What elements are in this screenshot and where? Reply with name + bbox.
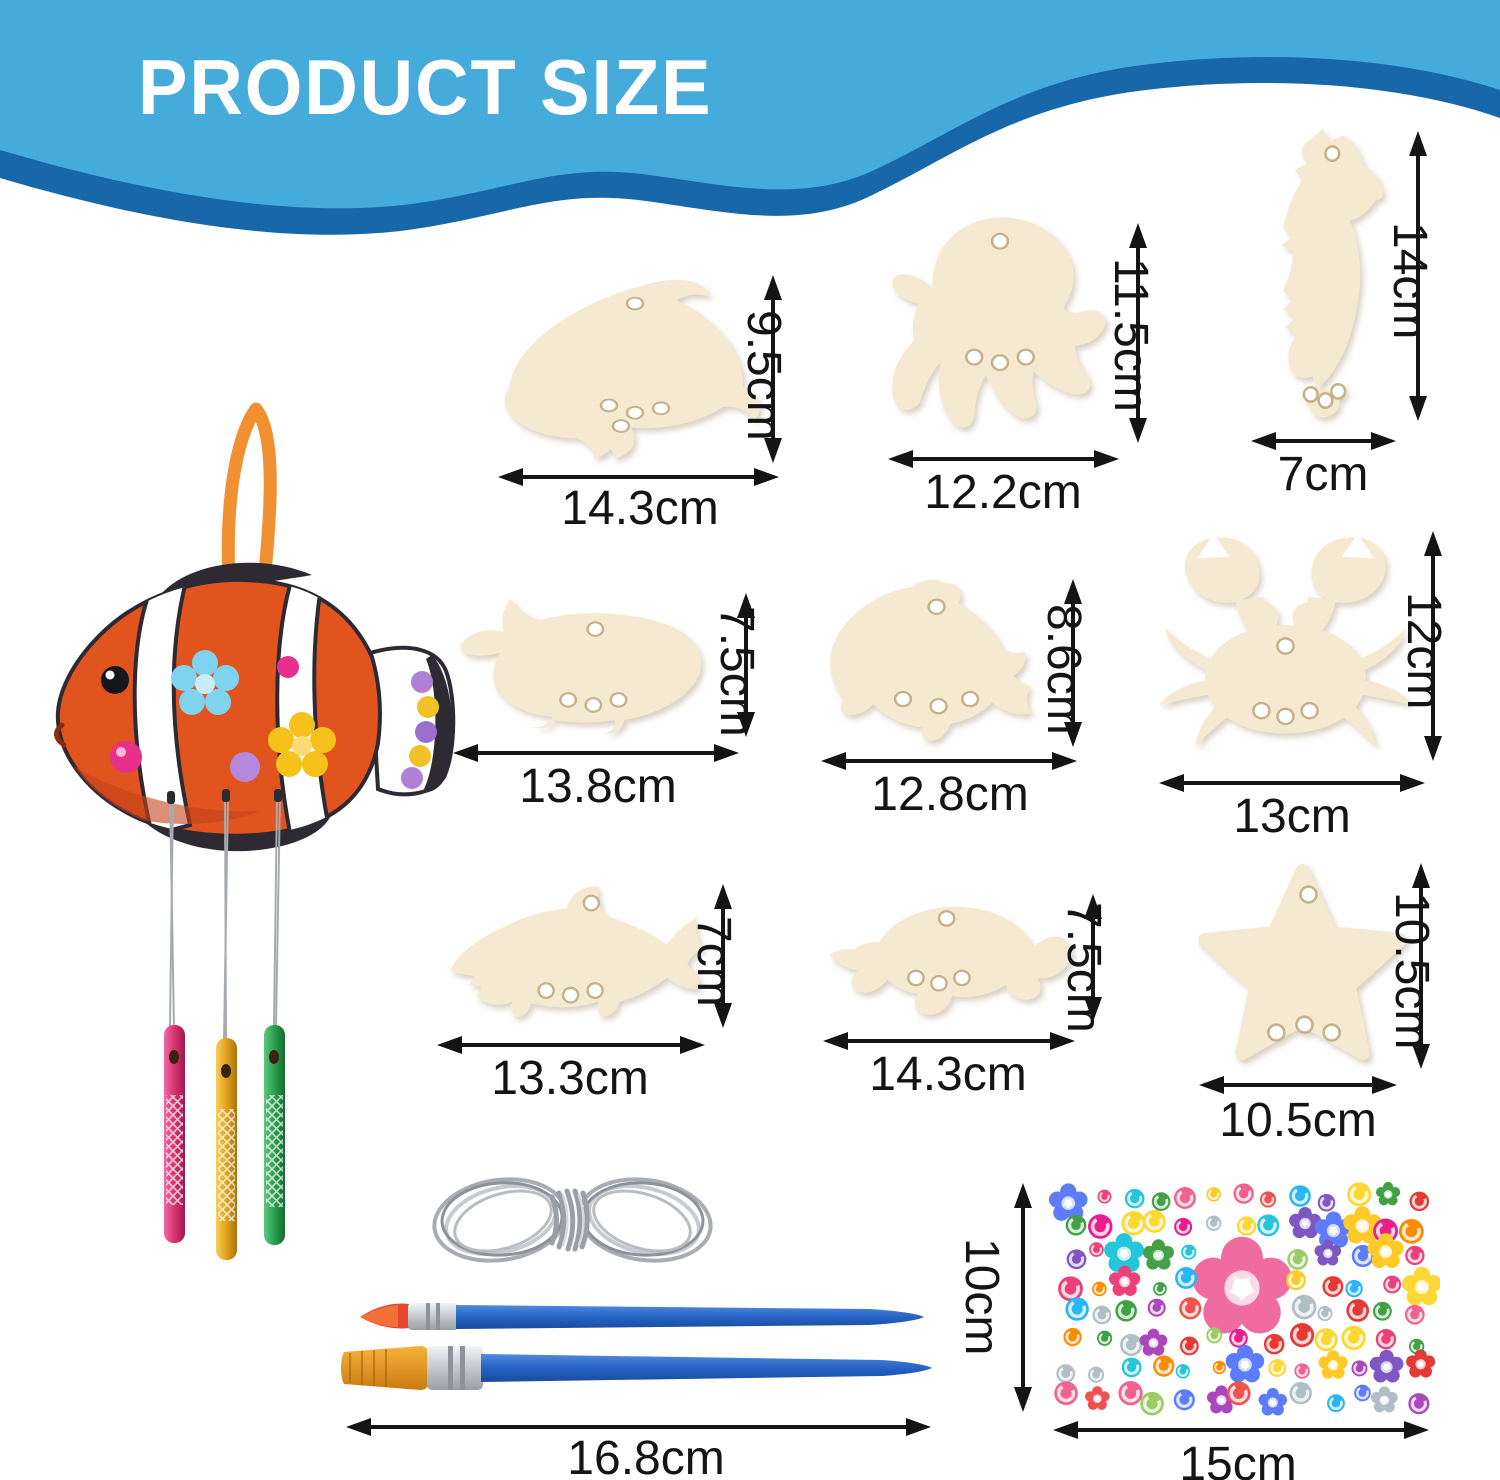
star-height-label: 10.5cm [1385, 892, 1438, 1050]
crab-height-arrow [1420, 530, 1446, 762]
turtle-height-label: 7.5cm [1057, 902, 1110, 1033]
seahorse-height-arrow [1405, 130, 1431, 422]
turtle-width-arrow [822, 1028, 1076, 1054]
turtle-width-label: 14.3cm [869, 1048, 1027, 1101]
silver-cord [432, 1177, 713, 1263]
seahorse-shape [1281, 129, 1384, 418]
chime-strings [169, 794, 281, 1041]
brushes-length-arrow [345, 1414, 932, 1440]
turtle-height-arrow [1080, 893, 1106, 1023]
crab-shape [1159, 533, 1412, 747]
octopus-height-label: 11.5cm [1104, 258, 1157, 412]
fish-width-label: 12.8cm [871, 768, 1029, 821]
brush-flat [341, 1346, 932, 1390]
gem-sheet-height-arrow [1010, 1182, 1036, 1413]
clownfish-windchime-sample [54, 402, 456, 1260]
star-width-label: 10.5cm [1219, 1094, 1377, 1147]
chime-tube-green [264, 1025, 285, 1245]
clownfish-tail [367, 645, 456, 797]
gem-purple [230, 752, 260, 782]
wave-banner [0, 0, 1500, 235]
star-width-arrow [1198, 1072, 1398, 1098]
paint-brushes [341, 1303, 932, 1390]
crab-width-arrow [1158, 770, 1426, 796]
brush-round [360, 1303, 924, 1330]
crab-height-label: 12cm [1397, 592, 1450, 710]
dolphin-shape [504, 279, 760, 459]
page-title: PRODUCT SIZE [138, 43, 713, 131]
whale-height-arrow [733, 592, 759, 738]
clownfish-bottom-fin [138, 813, 332, 852]
shark-width-arrow [436, 1032, 706, 1058]
clownfish-gems [110, 650, 336, 782]
dolphin-width-arrow [497, 464, 780, 490]
gem-sheet-width-arrow [1052, 1417, 1430, 1443]
shark-shape [450, 886, 705, 1018]
whale-width-label: 13.8cm [519, 760, 677, 813]
gem-sheet-width-label: 15cm [1179, 1438, 1297, 1480]
brushes-length-label: 16.8cm [567, 1432, 725, 1480]
octopus-width-arrow [887, 446, 1120, 472]
dolphin-width-label: 14.3cm [561, 482, 719, 535]
octopus-height-arrow [1125, 222, 1151, 444]
shark-width-label: 13.3cm [491, 1052, 649, 1105]
seahorse-width-arrow [1250, 428, 1397, 454]
dolphin-height-arrow [760, 274, 786, 464]
gem-pink [277, 656, 299, 678]
whale-shape [460, 598, 702, 734]
dolphin-height-label: 9.5cm [737, 310, 790, 441]
clownfish-mouth [54, 722, 67, 748]
turtle-shape [829, 906, 1073, 1015]
gem-flower-yellow [268, 712, 336, 777]
chime-tube-pink [164, 1025, 185, 1243]
fish-width-arrow [820, 748, 1078, 774]
octopus-shape [892, 217, 1106, 428]
fish-shape [830, 579, 1032, 741]
fish-height-arrow [1060, 578, 1086, 748]
shark-height-arrow [710, 883, 736, 1029]
seahorse-height-label: 14cm [1383, 222, 1436, 340]
chime-tube-gold [216, 1038, 237, 1260]
gem-flower-blue [171, 650, 239, 715]
whale-width-arrow [452, 740, 740, 766]
gem-magenta [110, 741, 142, 773]
clownfish-eye [101, 666, 129, 694]
octopus-width-label: 12.2cm [924, 466, 1082, 519]
seahorse-width-label: 7cm [1277, 448, 1369, 501]
gem-sticker-sheet [1045, 1178, 1440, 1418]
star-shape [1198, 863, 1407, 1061]
fish-height-label: 8.6cm [1037, 604, 1090, 735]
crab-width-label: 13cm [1233, 790, 1351, 843]
gem-sheet-height-label: 10cm [955, 1238, 1008, 1356]
hanging-ribbon [221, 402, 277, 654]
shark-height-label: 7cm [687, 916, 740, 1007]
whale-height-label: 7.5cm [710, 606, 763, 737]
star-height-arrow [1408, 862, 1434, 1070]
wave-banner-fill [0, 0, 1500, 209]
